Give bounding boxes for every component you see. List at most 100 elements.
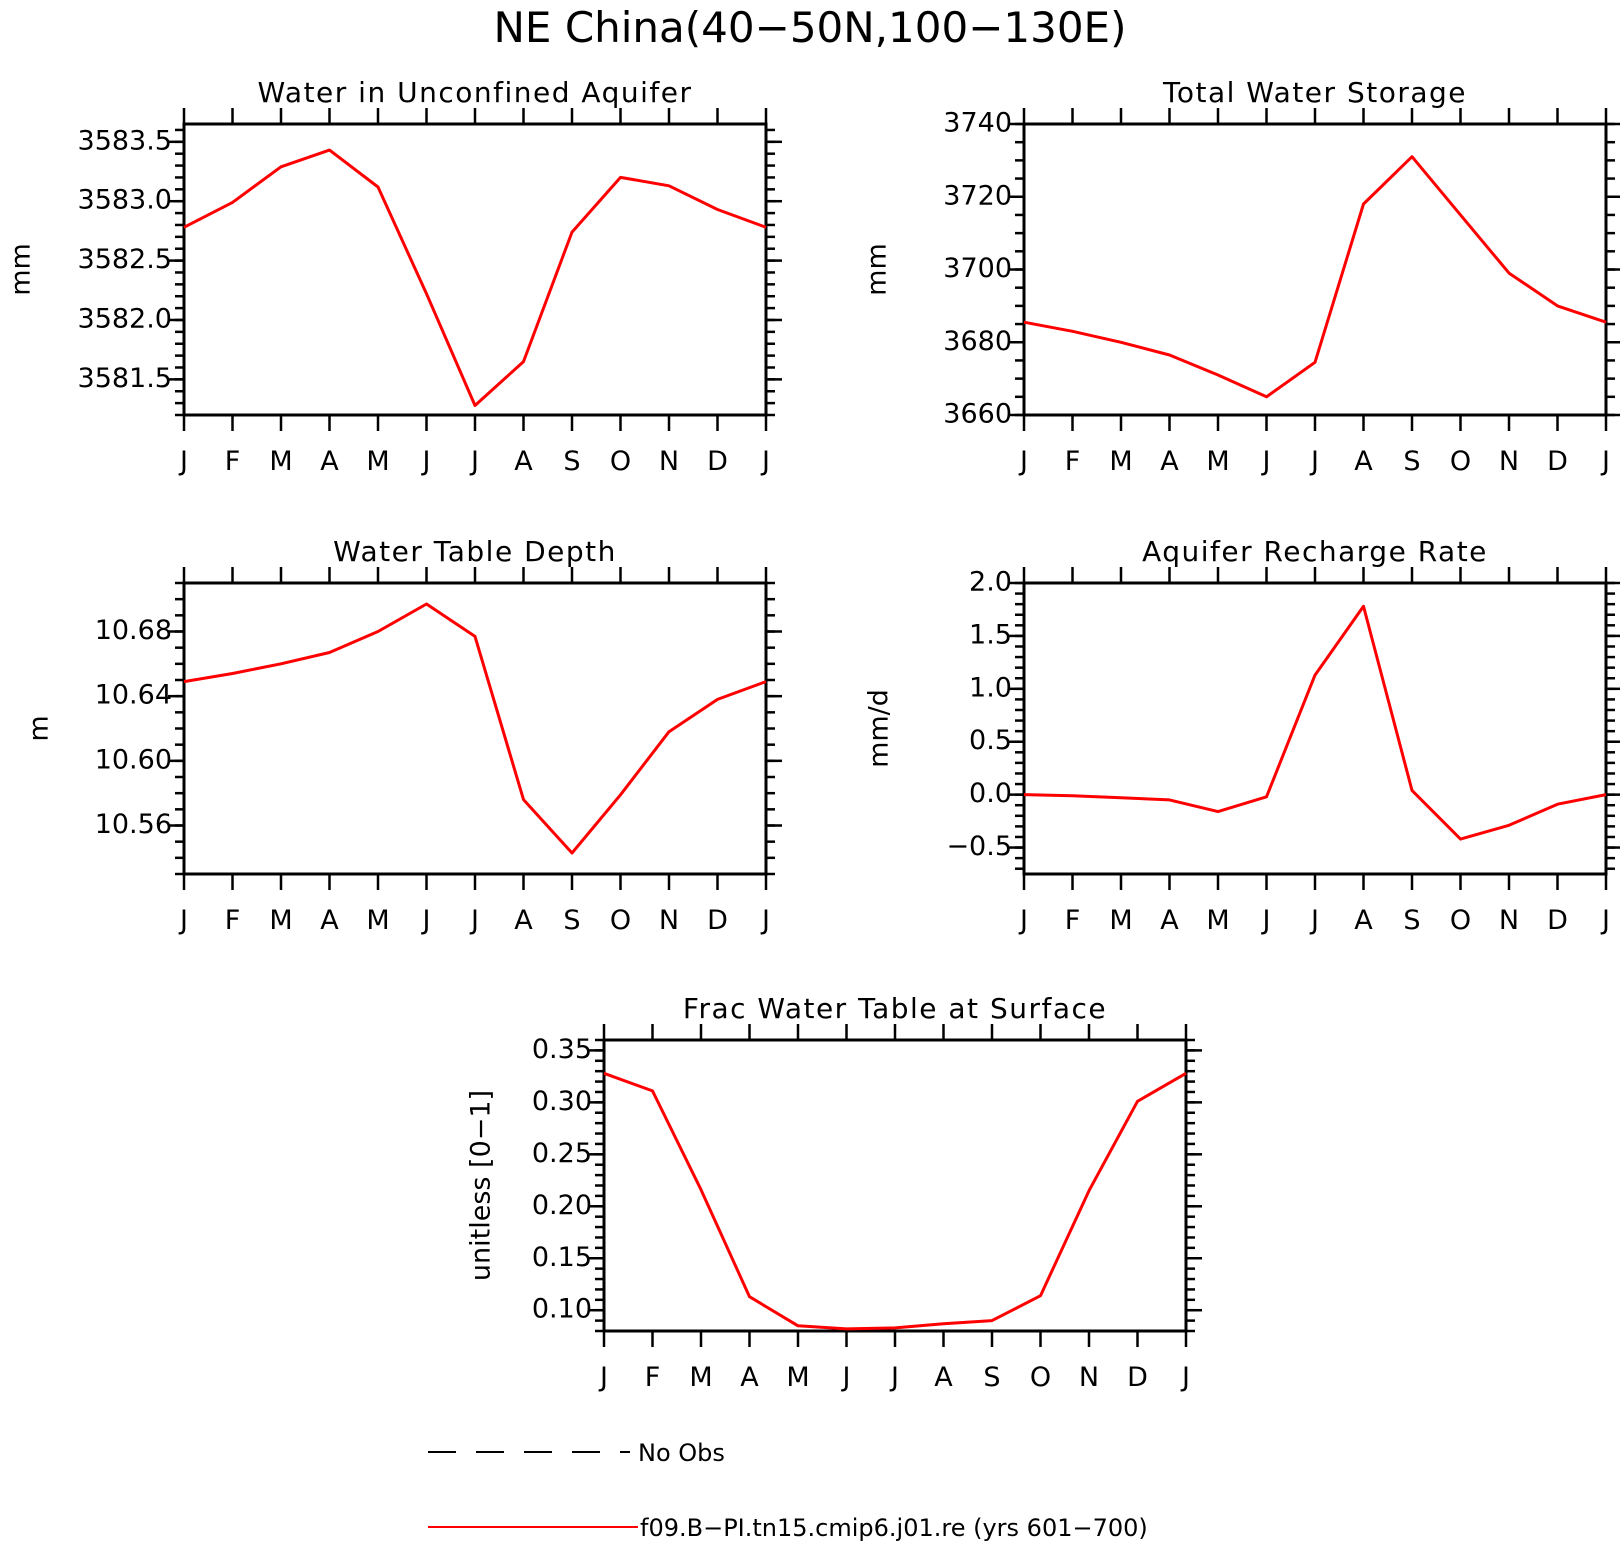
x-tick-label: M: [1109, 905, 1132, 936]
panel-title: Frac Water Table at Surface: [683, 992, 1107, 1025]
y-tick-label: 3700: [943, 253, 1012, 284]
x-tick-label: J: [421, 446, 431, 477]
x-tick-label: D: [707, 905, 728, 936]
panel-water-in-unconfined-aquifer: Water in Unconfined Aquifer mm 3581.5 3582.…: [6, 76, 782, 477]
x-tick-label: O: [1450, 446, 1471, 477]
x-tick-label: F: [1065, 446, 1081, 477]
x-tick-label: J: [760, 446, 770, 477]
panel-frac-water-table-at-surface: Frac Water Table at Surface unitless [0−1…: [466, 992, 1202, 1393]
x-tick-label: J: [1309, 905, 1319, 936]
x-tick-label: J: [1180, 1362, 1190, 1393]
x-tick-label: J: [1261, 905, 1271, 936]
x-tick-label: J: [841, 1362, 851, 1393]
x-tick-label: J: [1261, 446, 1271, 477]
series-line: [183, 602, 767, 855]
x-tick-label: A: [514, 446, 533, 477]
y-tick-label: 1.5: [969, 619, 1012, 650]
x-tick-label: S: [563, 446, 580, 477]
y-tick-label: 0.35: [532, 1034, 592, 1065]
x-tick-label: J: [1018, 446, 1028, 477]
x-tick-label: M: [786, 1362, 809, 1393]
y-tick-label: 3720: [943, 180, 1012, 211]
x-tick-label: O: [610, 446, 631, 477]
plot-frame: [602, 1038, 1188, 1333]
plot-frame: [182, 122, 768, 417]
y-tick-label: 0.25: [532, 1138, 592, 1169]
panel-title: Water Table Depth: [333, 535, 617, 568]
y-tick-label: 0.15: [532, 1242, 592, 1273]
y-tick-label: −0.5: [946, 831, 1012, 862]
y-tick-label: 3581.5: [78, 363, 172, 394]
x-tick-label: A: [740, 1362, 759, 1393]
legend: No Obs f09.B−PI.tn15.cmip6.j01.re (yrs 6…: [428, 1439, 1148, 1542]
x-tick-label: J: [1600, 446, 1610, 477]
panel-water-table-depth: Water Table Depth m 10.56 10.60 10.64 10.68 J F…: [24, 535, 782, 936]
y-tick-label: 10.64: [95, 680, 172, 711]
figure-title: NE China(40−50N,100−130E): [494, 3, 1127, 52]
x-tick-label: A: [1354, 446, 1373, 477]
x-tick-label: F: [225, 446, 241, 477]
plot-frame: [182, 581, 768, 876]
x-tick-label: M: [1206, 446, 1229, 477]
y-tick-label: 3660: [943, 399, 1012, 430]
x-tick-label: N: [659, 446, 679, 477]
y-tick-label: 0.10: [532, 1294, 592, 1325]
x-tick-label: O: [610, 905, 631, 936]
x-tick-label: A: [1354, 905, 1373, 936]
panel-aquifer-recharge-rate: Aquifer Recharge Rate mm/d −0.5 0.0 0.5 1.0 1.…: [864, 535, 1620, 936]
x-tick-label: J: [421, 905, 431, 936]
y-tick-label: 3582.5: [78, 244, 172, 275]
series-line: [1023, 604, 1607, 841]
x-tick-label: M: [366, 905, 389, 936]
x-tick-label: N: [1499, 446, 1519, 477]
y-tick-label: 3583.0: [78, 185, 172, 216]
series-line: [603, 1071, 1187, 1331]
x-tick-label: S: [563, 905, 580, 936]
y-tick-label: 0.30: [532, 1086, 592, 1117]
x-tick-label: M: [269, 905, 292, 936]
x-tick-label: F: [225, 905, 241, 936]
x-tick-label: A: [1160, 446, 1179, 477]
series-line: [1023, 155, 1607, 399]
x-tick-label: F: [1065, 905, 1081, 936]
y-tick-label: 10.56: [95, 809, 172, 840]
y-axis-label: mm: [862, 243, 893, 296]
x-tick-label: J: [889, 1362, 899, 1393]
x-tick-label: N: [1079, 1362, 1099, 1393]
panel-total-water-storage: Total Water Storage mm 3660 3680 3700 3720 374…: [862, 76, 1620, 477]
y-tick-label: 0.20: [532, 1190, 592, 1221]
x-tick-label: M: [1206, 905, 1229, 936]
x-tick-label: J: [178, 446, 188, 477]
y-tick-label: 3740: [943, 108, 1012, 139]
y-tick-label: 3582.0: [78, 303, 172, 334]
y-tick-label: 1.0: [969, 672, 1012, 703]
x-tick-label: A: [934, 1362, 953, 1393]
x-tick-label: S: [1403, 905, 1420, 936]
x-tick-label: M: [366, 446, 389, 477]
x-tick-label: J: [1600, 905, 1610, 936]
y-tick-label: 3583.5: [78, 125, 172, 156]
legend-label-model: f09.B−PI.tn15.cmip6.j01.re (yrs 601−700): [640, 1514, 1148, 1542]
x-tick-label: O: [1450, 905, 1471, 936]
x-tick-label: O: [1030, 1362, 1051, 1393]
x-tick-label: A: [320, 446, 339, 477]
y-tick-label: 2.0: [969, 567, 1012, 598]
y-tick-label: 10.68: [95, 615, 172, 646]
x-tick-label: M: [1109, 446, 1132, 477]
panel-title: Water in Unconfined Aquifer: [258, 76, 693, 109]
series-line: [183, 148, 767, 407]
x-tick-label: J: [760, 905, 770, 936]
y-tick-label: 0.5: [969, 725, 1012, 756]
x-tick-label: J: [1309, 446, 1319, 477]
x-tick-label: M: [269, 446, 292, 477]
x-tick-label: M: [689, 1362, 712, 1393]
y-tick-label: 3680: [943, 326, 1012, 357]
x-tick-label: D: [1547, 905, 1568, 936]
x-tick-label: F: [645, 1362, 661, 1393]
x-tick-label: D: [707, 446, 728, 477]
x-tick-label: N: [659, 905, 679, 936]
y-axis-label: m: [24, 715, 55, 741]
y-axis-label: unitless [0−1]: [466, 1090, 497, 1281]
y-axis-label: mm: [6, 243, 37, 296]
x-tick-label: S: [1403, 446, 1420, 477]
